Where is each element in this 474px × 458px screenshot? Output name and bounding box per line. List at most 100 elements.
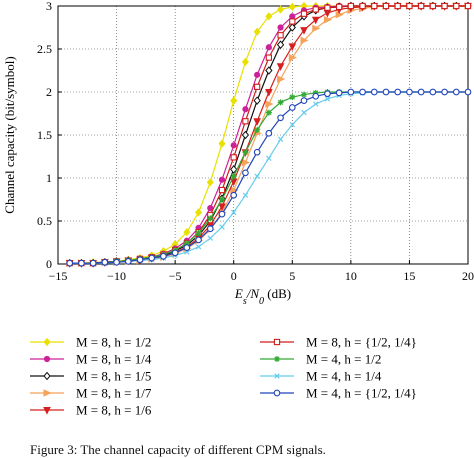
data-point <box>265 89 273 97</box>
legend-marker <box>43 407 51 415</box>
legend-item: M = 8, h = 1/7 <box>30 386 152 401</box>
data-point <box>195 208 203 217</box>
data-point <box>288 53 297 62</box>
data-point <box>276 63 285 71</box>
data-point <box>266 155 272 161</box>
y-tick-label: 1.5 <box>37 128 52 142</box>
legend-label: M = 4, h = 1/4 <box>306 369 382 384</box>
data-point <box>230 173 237 180</box>
data-point <box>242 192 249 198</box>
data-point <box>277 99 284 106</box>
data-point <box>429 2 437 10</box>
x-tick-label: −5 <box>169 269 182 283</box>
data-point <box>230 209 237 216</box>
data-point <box>324 96 331 102</box>
data-point <box>207 235 214 241</box>
legend-marker <box>274 373 280 379</box>
data-point <box>219 196 225 203</box>
legend-marker <box>43 389 52 397</box>
series-8 <box>66 89 471 266</box>
data-point <box>382 2 390 10</box>
legend-label: M = 4, h = 1/2 <box>306 352 381 367</box>
data-point <box>441 2 448 10</box>
legend-label: M = 8, h = 1/4 <box>76 352 152 367</box>
y-tick-label: 2 <box>46 85 52 99</box>
data-point <box>253 83 261 90</box>
data-point <box>195 230 202 237</box>
legend-item: M = 8, h = 1/6 <box>30 403 152 418</box>
data-point <box>265 109 272 116</box>
data-point <box>218 176 226 183</box>
y-tick-label: 0.5 <box>37 214 52 228</box>
data-point <box>242 169 249 177</box>
x-tick-label: 10 <box>345 269 357 283</box>
data-point <box>148 254 156 262</box>
legend-label: M = 4, h = {1/2, 1/4} <box>306 386 417 401</box>
data-point <box>241 158 251 167</box>
data-point <box>371 2 378 10</box>
data-point <box>277 5 285 14</box>
data-point <box>218 139 226 148</box>
data-point <box>289 18 296 25</box>
legend-marker <box>274 356 280 362</box>
data-point <box>253 96 261 105</box>
x-tick-label: −10 <box>107 269 126 283</box>
data-point <box>289 94 296 101</box>
data-point <box>78 259 85 267</box>
x-tick-label: 5 <box>289 269 295 283</box>
data-point <box>253 27 261 36</box>
data-point <box>406 2 413 10</box>
data-point <box>300 27 308 35</box>
data-point <box>347 88 355 96</box>
data-point <box>324 4 331 11</box>
y-axis-title: Channel capacity (bit/symbol) <box>2 56 17 213</box>
data-point <box>323 15 333 24</box>
data-point <box>406 88 413 96</box>
data-point <box>288 2 296 11</box>
data-point <box>394 2 401 10</box>
data-point <box>301 109 307 116</box>
data-point <box>288 43 297 52</box>
x-tick-label: 20 <box>462 269 474 283</box>
data-point <box>230 191 238 199</box>
series-9 <box>66 88 472 267</box>
data-point <box>300 97 308 104</box>
data-point <box>288 104 296 111</box>
data-point <box>230 154 237 161</box>
data-point <box>429 88 437 96</box>
data-point <box>335 89 343 97</box>
data-point <box>183 244 191 252</box>
data-point <box>394 88 402 96</box>
data-point <box>136 256 144 264</box>
series-group <box>65 1 473 268</box>
data-point <box>101 258 109 266</box>
legend-item: M = 8, h = 1/4 <box>30 352 152 367</box>
x-tick-labels: −15 −10 −5 0 5 10 15 20 <box>49 269 474 283</box>
data-point <box>242 118 249 125</box>
data-point <box>183 240 190 247</box>
data-point <box>359 88 366 96</box>
data-point <box>253 148 261 156</box>
data-point <box>382 88 390 96</box>
data-point <box>277 32 284 39</box>
data-point <box>312 6 319 13</box>
data-point <box>66 259 74 267</box>
data-point <box>160 252 167 260</box>
data-point <box>230 165 238 174</box>
data-point <box>195 236 202 244</box>
legend-marker <box>43 337 51 347</box>
data-point <box>219 224 225 230</box>
data-point <box>312 92 320 100</box>
data-point <box>417 88 425 96</box>
series-line <box>69 91 468 264</box>
y-tick-label: 1 <box>46 171 52 185</box>
data-point <box>218 203 226 211</box>
legend-marker <box>43 371 51 381</box>
legend-marker <box>273 338 281 346</box>
data-point <box>230 96 238 105</box>
data-point <box>300 36 309 45</box>
data-point <box>265 44 272 51</box>
y-tick-label: 3 <box>46 0 52 13</box>
data-point <box>265 54 273 61</box>
